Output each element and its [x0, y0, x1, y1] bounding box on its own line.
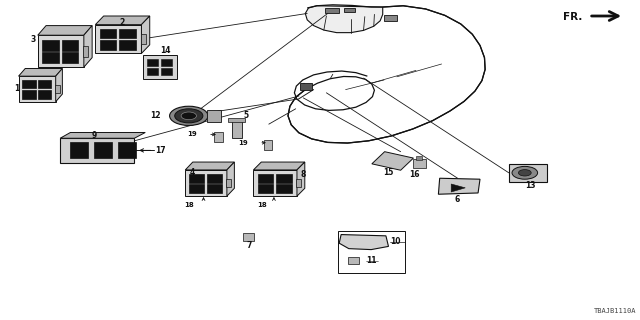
Circle shape — [175, 109, 203, 123]
Bar — [55, 85, 60, 93]
Bar — [207, 110, 221, 122]
Bar — [62, 52, 79, 63]
Text: 3: 3 — [31, 35, 36, 44]
Bar — [42, 52, 59, 63]
Bar — [207, 173, 222, 182]
Bar — [120, 40, 136, 50]
Bar — [338, 231, 405, 273]
Bar — [161, 68, 172, 75]
Bar — [147, 59, 158, 66]
Polygon shape — [305, 6, 383, 33]
Polygon shape — [186, 162, 234, 170]
Bar — [348, 257, 359, 264]
Bar — [344, 8, 355, 12]
Bar — [384, 15, 397, 21]
Text: 4: 4 — [189, 168, 195, 177]
Bar — [189, 184, 204, 193]
Bar — [22, 90, 36, 99]
Text: 11: 11 — [366, 256, 376, 265]
Bar — [22, 80, 36, 88]
Text: 10: 10 — [390, 237, 401, 246]
Bar — [243, 234, 254, 241]
Polygon shape — [60, 132, 145, 138]
Polygon shape — [38, 26, 92, 35]
Text: TBAJB1110A: TBAJB1110A — [595, 308, 637, 314]
Bar — [70, 142, 88, 158]
Bar — [413, 159, 426, 168]
Bar — [100, 40, 116, 50]
Bar — [100, 29, 116, 38]
Text: 14: 14 — [160, 46, 170, 55]
Polygon shape — [186, 170, 227, 196]
Polygon shape — [56, 68, 62, 102]
Polygon shape — [95, 16, 150, 25]
Bar — [276, 173, 292, 182]
Bar — [214, 132, 223, 142]
Polygon shape — [95, 25, 141, 53]
Text: 12: 12 — [150, 111, 160, 120]
Bar — [276, 184, 292, 193]
Polygon shape — [19, 68, 62, 76]
Bar — [38, 90, 51, 99]
Polygon shape — [19, 76, 56, 102]
Bar — [94, 142, 112, 158]
Polygon shape — [141, 16, 150, 53]
Bar — [141, 34, 146, 44]
Polygon shape — [372, 152, 413, 170]
Bar — [296, 179, 301, 188]
Bar — [227, 179, 232, 188]
Bar — [60, 138, 134, 163]
Bar — [258, 184, 273, 193]
Polygon shape — [38, 35, 84, 67]
Polygon shape — [438, 178, 480, 194]
Polygon shape — [297, 162, 305, 196]
Text: 18: 18 — [257, 202, 268, 208]
Polygon shape — [253, 170, 297, 196]
Polygon shape — [253, 162, 305, 170]
Text: 8: 8 — [301, 170, 306, 179]
Bar — [509, 164, 547, 182]
Text: 19: 19 — [239, 140, 248, 146]
Bar — [83, 46, 88, 57]
Bar — [189, 173, 204, 182]
Polygon shape — [339, 235, 388, 250]
Bar — [300, 83, 312, 90]
Bar — [120, 29, 136, 38]
Text: 6: 6 — [455, 195, 460, 204]
Text: 5: 5 — [243, 111, 248, 120]
Text: 13: 13 — [525, 181, 535, 190]
Bar — [161, 59, 172, 66]
Text: 16: 16 — [410, 170, 420, 179]
Text: 2: 2 — [119, 18, 124, 27]
Bar — [207, 184, 222, 193]
Bar — [38, 80, 51, 88]
Circle shape — [181, 112, 196, 120]
Bar — [42, 40, 59, 51]
Text: 18: 18 — [184, 202, 194, 208]
Bar — [228, 118, 245, 122]
Text: FR.: FR. — [563, 12, 582, 22]
Text: 17: 17 — [155, 146, 166, 155]
Bar — [264, 140, 272, 150]
Circle shape — [512, 166, 538, 179]
Polygon shape — [84, 26, 92, 67]
Text: 19: 19 — [187, 132, 196, 137]
Text: 1: 1 — [14, 84, 19, 93]
Bar — [416, 156, 422, 160]
Text: 15: 15 — [383, 168, 394, 177]
Bar — [147, 68, 158, 75]
Polygon shape — [227, 162, 234, 196]
Circle shape — [518, 170, 531, 176]
Polygon shape — [451, 184, 465, 192]
Bar — [143, 54, 177, 78]
Bar — [325, 8, 339, 13]
Bar — [232, 119, 242, 138]
Text: 7: 7 — [247, 241, 252, 250]
Bar — [62, 40, 79, 51]
Bar — [258, 173, 273, 182]
Circle shape — [170, 106, 208, 125]
Bar — [118, 142, 136, 158]
Text: 9: 9 — [92, 131, 97, 140]
